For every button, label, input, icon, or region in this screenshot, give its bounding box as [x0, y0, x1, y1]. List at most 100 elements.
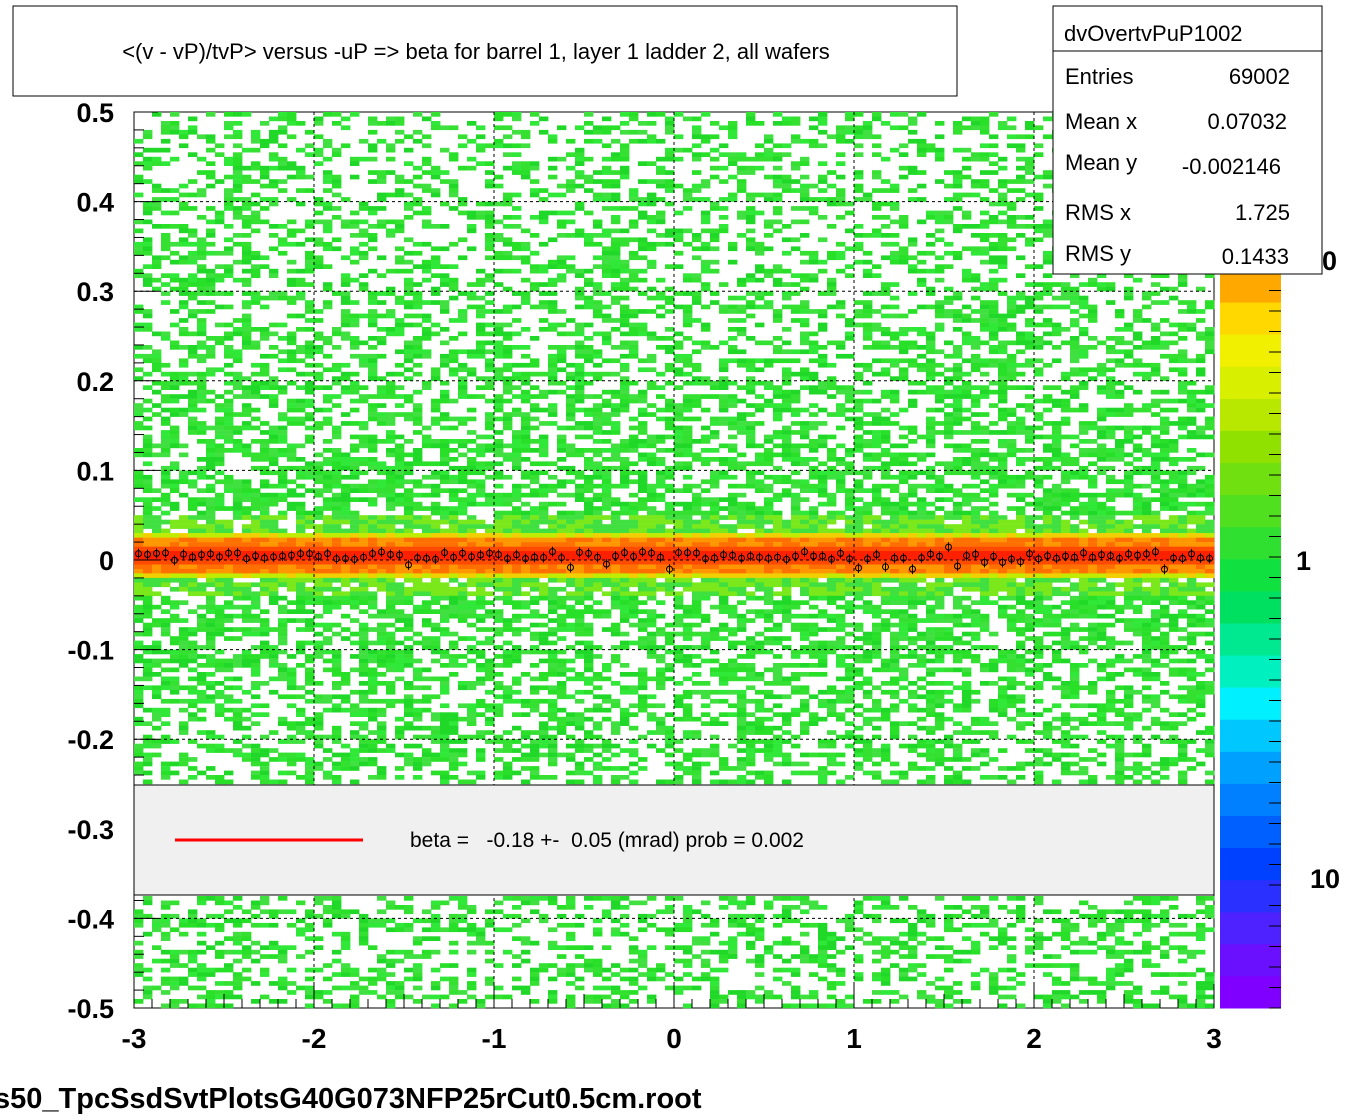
- heatmap-cell: [224, 779, 234, 785]
- heatmap-cell: [386, 233, 396, 238]
- heatmap-cell: [638, 161, 648, 166]
- heatmap-cell: [377, 640, 387, 646]
- heatmap-cell: [269, 663, 279, 668]
- heatmap-cell: [314, 582, 324, 588]
- heatmap-cell: [503, 376, 513, 381]
- heatmap-cell: [341, 322, 351, 328]
- heatmap-cell: [323, 600, 333, 605]
- heatmap-cell: [548, 259, 558, 265]
- heatmap-cell: [575, 291, 585, 296]
- heatmap-cell: [566, 967, 576, 973]
- heatmap-cell: [287, 403, 297, 408]
- heatmap-cell: [251, 147, 261, 153]
- heatmap-cell: [638, 215, 648, 220]
- heatmap-cell: [395, 246, 405, 252]
- heatmap-cell: [620, 707, 630, 713]
- heatmap-cell: [566, 560, 576, 565]
- heatmap-cell: [296, 569, 306, 574]
- heatmap-cell: [179, 327, 189, 332]
- heatmap-cell: [368, 712, 378, 717]
- heatmap-cell: [287, 277, 297, 283]
- heatmap-cell: [629, 748, 639, 753]
- heatmap-cell: [557, 156, 567, 162]
- heatmap-cell: [629, 622, 639, 628]
- heatmap-cell: [341, 389, 351, 395]
- heatmap-cell: [161, 569, 171, 574]
- heatmap-cell: [395, 412, 405, 417]
- heatmap-cell: [476, 268, 486, 274]
- heatmap-cell: [548, 156, 558, 162]
- heatmap-cell: [296, 403, 306, 408]
- heatmap-cell: [197, 940, 207, 946]
- heatmap-cell: [170, 985, 180, 991]
- heatmap-cell: [548, 537, 558, 543]
- heatmap-cell: [314, 645, 324, 650]
- heatmap-cell: [467, 165, 477, 171]
- heatmap-cell: [611, 327, 621, 332]
- heatmap-cell: [620, 663, 630, 668]
- heatmap-cell: [296, 564, 306, 570]
- heatmap-cell: [224, 291, 234, 296]
- heatmap-cell: [188, 958, 198, 964]
- heatmap-cell: [458, 313, 468, 319]
- heatmap-cell: [161, 492, 171, 498]
- heatmap-cell: [503, 367, 513, 373]
- heatmap-cell: [206, 174, 216, 180]
- heatmap-cell: [611, 905, 621, 910]
- heatmap-cell: [602, 197, 612, 202]
- heatmap-cell: [602, 206, 612, 211]
- heatmap-cell: [431, 627, 441, 632]
- heatmap-cell: [224, 421, 234, 426]
- heatmap-cell: [557, 331, 567, 337]
- heatmap-cell: [440, 712, 450, 717]
- heatmap-cell: [233, 627, 243, 632]
- heatmap-cell: [431, 259, 441, 265]
- heatmap-cell: [449, 439, 459, 444]
- heatmap-cell: [233, 233, 243, 238]
- heatmap-cell: [197, 465, 207, 471]
- heatmap-cell: [332, 1003, 342, 1009]
- heatmap-cell: [575, 483, 585, 489]
- heatmap-cell: [269, 201, 279, 207]
- heatmap-cell: [179, 492, 189, 498]
- heatmap-cell: [152, 591, 162, 597]
- heatmap-cell: [611, 152, 621, 157]
- heatmap-cell: [368, 967, 378, 973]
- heatmap-cell: [341, 569, 351, 574]
- heatmap-cell: [422, 546, 432, 552]
- heatmap-cell: [530, 416, 540, 422]
- heatmap-cell: [593, 577, 603, 583]
- heatmap-cell: [314, 739, 324, 744]
- heatmap-cell: [269, 376, 279, 381]
- heatmap-cell: [143, 560, 153, 565]
- heatmap-cell: [206, 336, 216, 341]
- heatmap-cell: [611, 192, 621, 198]
- heatmap-cell: [566, 945, 576, 950]
- heatmap-cell: [314, 613, 324, 619]
- heatmap-cell: [521, 613, 531, 619]
- heatmap-cell: [467, 721, 477, 726]
- heatmap-cell: [179, 443, 189, 449]
- heatmap-cell: [296, 707, 306, 713]
- heatmap-cell: [431, 600, 441, 605]
- heatmap-cell: [179, 241, 189, 247]
- heatmap-cell: [494, 524, 504, 529]
- heatmap-cell: [602, 389, 612, 395]
- heatmap-cell: [440, 264, 450, 269]
- heatmap-cell: [323, 501, 333, 507]
- heatmap-cell: [350, 474, 360, 480]
- heatmap-cell: [215, 564, 225, 570]
- heatmap-cell: [449, 188, 459, 193]
- heatmap-cell: [629, 976, 639, 982]
- heatmap-cell: [323, 241, 333, 247]
- heatmap-cell: [395, 564, 405, 570]
- heatmap-cell: [530, 233, 540, 238]
- heatmap-cell: [260, 362, 270, 368]
- heatmap-cell: [242, 421, 252, 426]
- heatmap-cell: [161, 734, 171, 740]
- heatmap-cell: [305, 318, 315, 323]
- heatmap-cell: [638, 398, 648, 404]
- heatmap-cell: [548, 707, 558, 713]
- heatmap-cell: [521, 542, 531, 547]
- heatmap-cell: [377, 698, 387, 704]
